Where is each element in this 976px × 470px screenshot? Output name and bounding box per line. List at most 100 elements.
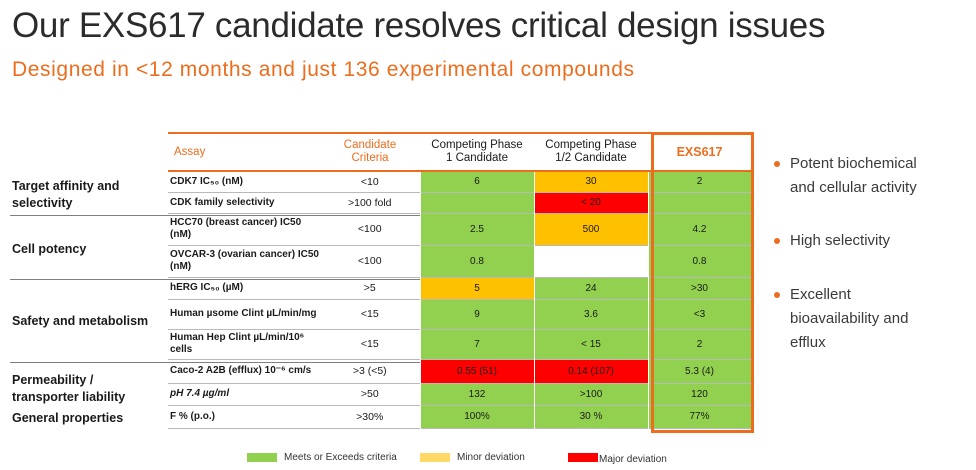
criteria-value: >30% bbox=[356, 410, 384, 423]
phase12-value: >100 bbox=[533, 383, 649, 405]
legend-swatch bbox=[420, 453, 450, 462]
key-point-line: Potent biochemical bbox=[790, 155, 917, 172]
group-label-safety-metabolism: Safety and metabolism bbox=[12, 313, 148, 330]
legend-swatch bbox=[568, 453, 598, 462]
group-divider bbox=[10, 362, 424, 363]
assay-label: CDK7 IC₅₀ (nM) bbox=[170, 175, 243, 187]
key-point-line: and cellular activity bbox=[790, 179, 917, 196]
phase1-value: 5 bbox=[419, 277, 535, 299]
phase12-value: 0.14 (107) bbox=[533, 359, 649, 383]
group-label-line: transporter liability bbox=[12, 390, 126, 404]
table-row: Caco-2 A2B (efflux) 10⁻⁶ cm/s >3 (<5) 0.… bbox=[168, 359, 752, 383]
bullet-dot-icon bbox=[774, 292, 780, 298]
header-exs617: EXS617 bbox=[676, 144, 723, 159]
criteria-value: <15 bbox=[360, 338, 379, 350]
exs617-value: 77% bbox=[647, 405, 752, 428]
table-row: pH 7.4 µg/ml >50 132 >100 120 bbox=[168, 383, 752, 405]
group-label-line: Target affinity and bbox=[12, 179, 120, 193]
key-point-line: High selectivity bbox=[790, 232, 891, 249]
page-title: Our EXS617 candidate resolves critical d… bbox=[12, 6, 826, 45]
phase12-value: 30 % bbox=[533, 405, 649, 428]
group-divider bbox=[10, 215, 424, 216]
legend-label: Minor deviation bbox=[457, 452, 525, 463]
assay-label: Human µsome Clint µL/min/mg bbox=[170, 308, 317, 319]
table-header-row: Assay Candidate Criteria Competing Phase… bbox=[168, 133, 751, 171]
header-phase1-candidate: Competing Phase 1 Candidate bbox=[420, 133, 534, 171]
assay-label: hERG IC₅₀ (µM) bbox=[170, 282, 244, 293]
key-point: High selectivity bbox=[774, 229, 891, 253]
assay-label: CDK family selectivity bbox=[170, 196, 275, 208]
legend-label: Major deviation bbox=[599, 454, 667, 465]
key-point: Potent biochemical and cellular activity bbox=[774, 152, 917, 200]
header-line: Criteria bbox=[351, 152, 389, 164]
phase1-value: 2.5 bbox=[419, 213, 535, 245]
key-point-line: efflux bbox=[790, 334, 826, 351]
bullet-dot-icon bbox=[774, 161, 780, 167]
assay-label: HCC70 (breast cancer) IC50 (nM) bbox=[170, 217, 302, 240]
table-row: F % (p.o.) >30% 100% 30 % 77% bbox=[168, 405, 752, 428]
phase1-value: 7 bbox=[419, 329, 535, 359]
criteria-value: >5 bbox=[363, 282, 376, 294]
legend-label: Meets or Exceeds criteria bbox=[284, 452, 397, 463]
criteria-value: <100 bbox=[357, 223, 382, 235]
exs617-value: 2 bbox=[647, 329, 752, 359]
table-row: CDK family selectivity >100 fold < 20 bbox=[168, 192, 752, 213]
phase1-value: 132 bbox=[419, 383, 535, 405]
group-label-line: selectivity bbox=[12, 196, 73, 210]
assay-label: Caco-2 A2B (efflux) 10⁻⁶ cm/s bbox=[170, 365, 312, 376]
header-line: Candidate bbox=[343, 139, 397, 151]
bullet-dot-icon bbox=[774, 238, 780, 244]
phase12-value: < 15 bbox=[533, 329, 649, 359]
assay-comparison-table: Assay Candidate Criteria Competing Phase… bbox=[168, 132, 752, 429]
key-point: Excellent bioavailability and efflux bbox=[774, 283, 909, 355]
header-line: 1/2 Candidate bbox=[555, 152, 627, 164]
phase1-value: 6 bbox=[419, 171, 535, 192]
table-row: hERG IC₅₀ (µM) >5 5 24 >30 bbox=[168, 277, 752, 299]
exs617-value: >30 bbox=[647, 277, 752, 299]
exs617-value: 120 bbox=[647, 383, 752, 405]
table-row: Human µsome Clint µL/min/mg <15 9 3.6 <3 bbox=[168, 299, 752, 329]
phase12-value: 3.6 bbox=[533, 299, 649, 329]
table-row: CDK7 IC₅₀ (nM) <10 6 30 2 bbox=[168, 171, 752, 192]
header-assay: Assay bbox=[174, 145, 206, 158]
group-label-line: General properties bbox=[12, 411, 124, 425]
criteria-value: >50 bbox=[360, 388, 379, 400]
legend-swatch bbox=[247, 453, 277, 462]
assay-label: Human Hep Clint µL/min/10⁶ cells bbox=[170, 332, 305, 355]
group-label-cell-potency: Cell potency bbox=[12, 241, 86, 258]
phase1-value: 0.55 (51) bbox=[419, 359, 535, 383]
header-line: Competing Phase bbox=[545, 139, 637, 151]
exs617-value: 4.2 bbox=[647, 213, 752, 245]
key-point-line: bioavailability and bbox=[790, 310, 909, 327]
group-label-general-properties: General properties bbox=[12, 410, 123, 427]
table-row: HCC70 (breast cancer) IC50 (nM) <100 2.5… bbox=[168, 213, 752, 245]
exs617-value: 0.8 bbox=[647, 245, 752, 277]
key-point-line: Excellent bbox=[790, 286, 851, 303]
group-label-line: Cell potency bbox=[12, 242, 87, 256]
phase12-value: 500 bbox=[533, 213, 649, 245]
group-divider bbox=[10, 279, 424, 280]
table-row: OVCAR-3 (ovarian cancer) IC50 (nM) <100 … bbox=[168, 245, 752, 277]
phase12-value: 30 bbox=[533, 171, 649, 192]
assay-label: pH 7.4 µg/ml bbox=[170, 388, 230, 399]
assay-label: OVCAR-3 (ovarian cancer) IC50 (nM) bbox=[170, 249, 319, 272]
header-phase12-candidate: Competing Phase 1/2 Candidate bbox=[534, 133, 648, 171]
phase1-value: 0.8 bbox=[419, 245, 535, 277]
criteria-value: <10 bbox=[360, 175, 379, 188]
group-label-permeability: Permeability / transporter liability bbox=[12, 372, 125, 406]
header-line: Competing Phase bbox=[431, 139, 523, 151]
page-subtitle: Designed in <12 months and just 136 expe… bbox=[12, 58, 635, 81]
phase1-value: 100% bbox=[419, 405, 535, 428]
group-label-target-affinity: Target affinity and selectivity bbox=[12, 178, 119, 212]
criteria-value: >100 fold bbox=[348, 196, 392, 209]
phase1-value: 9 bbox=[419, 299, 535, 329]
exs617-value bbox=[647, 192, 752, 213]
group-label-line: Permeability / bbox=[12, 373, 94, 387]
group-label-line: Safety and metabolism bbox=[12, 314, 149, 328]
exs617-value: 5.3 (4) bbox=[647, 359, 752, 383]
assay-label: F % (p.o.) bbox=[170, 410, 215, 422]
table-row: Human Hep Clint µL/min/10⁶ cells <15 7 <… bbox=[168, 329, 752, 359]
phase12-value bbox=[533, 245, 649, 277]
exs617-value: <3 bbox=[647, 299, 752, 329]
phase12-value: 24 bbox=[533, 277, 649, 299]
